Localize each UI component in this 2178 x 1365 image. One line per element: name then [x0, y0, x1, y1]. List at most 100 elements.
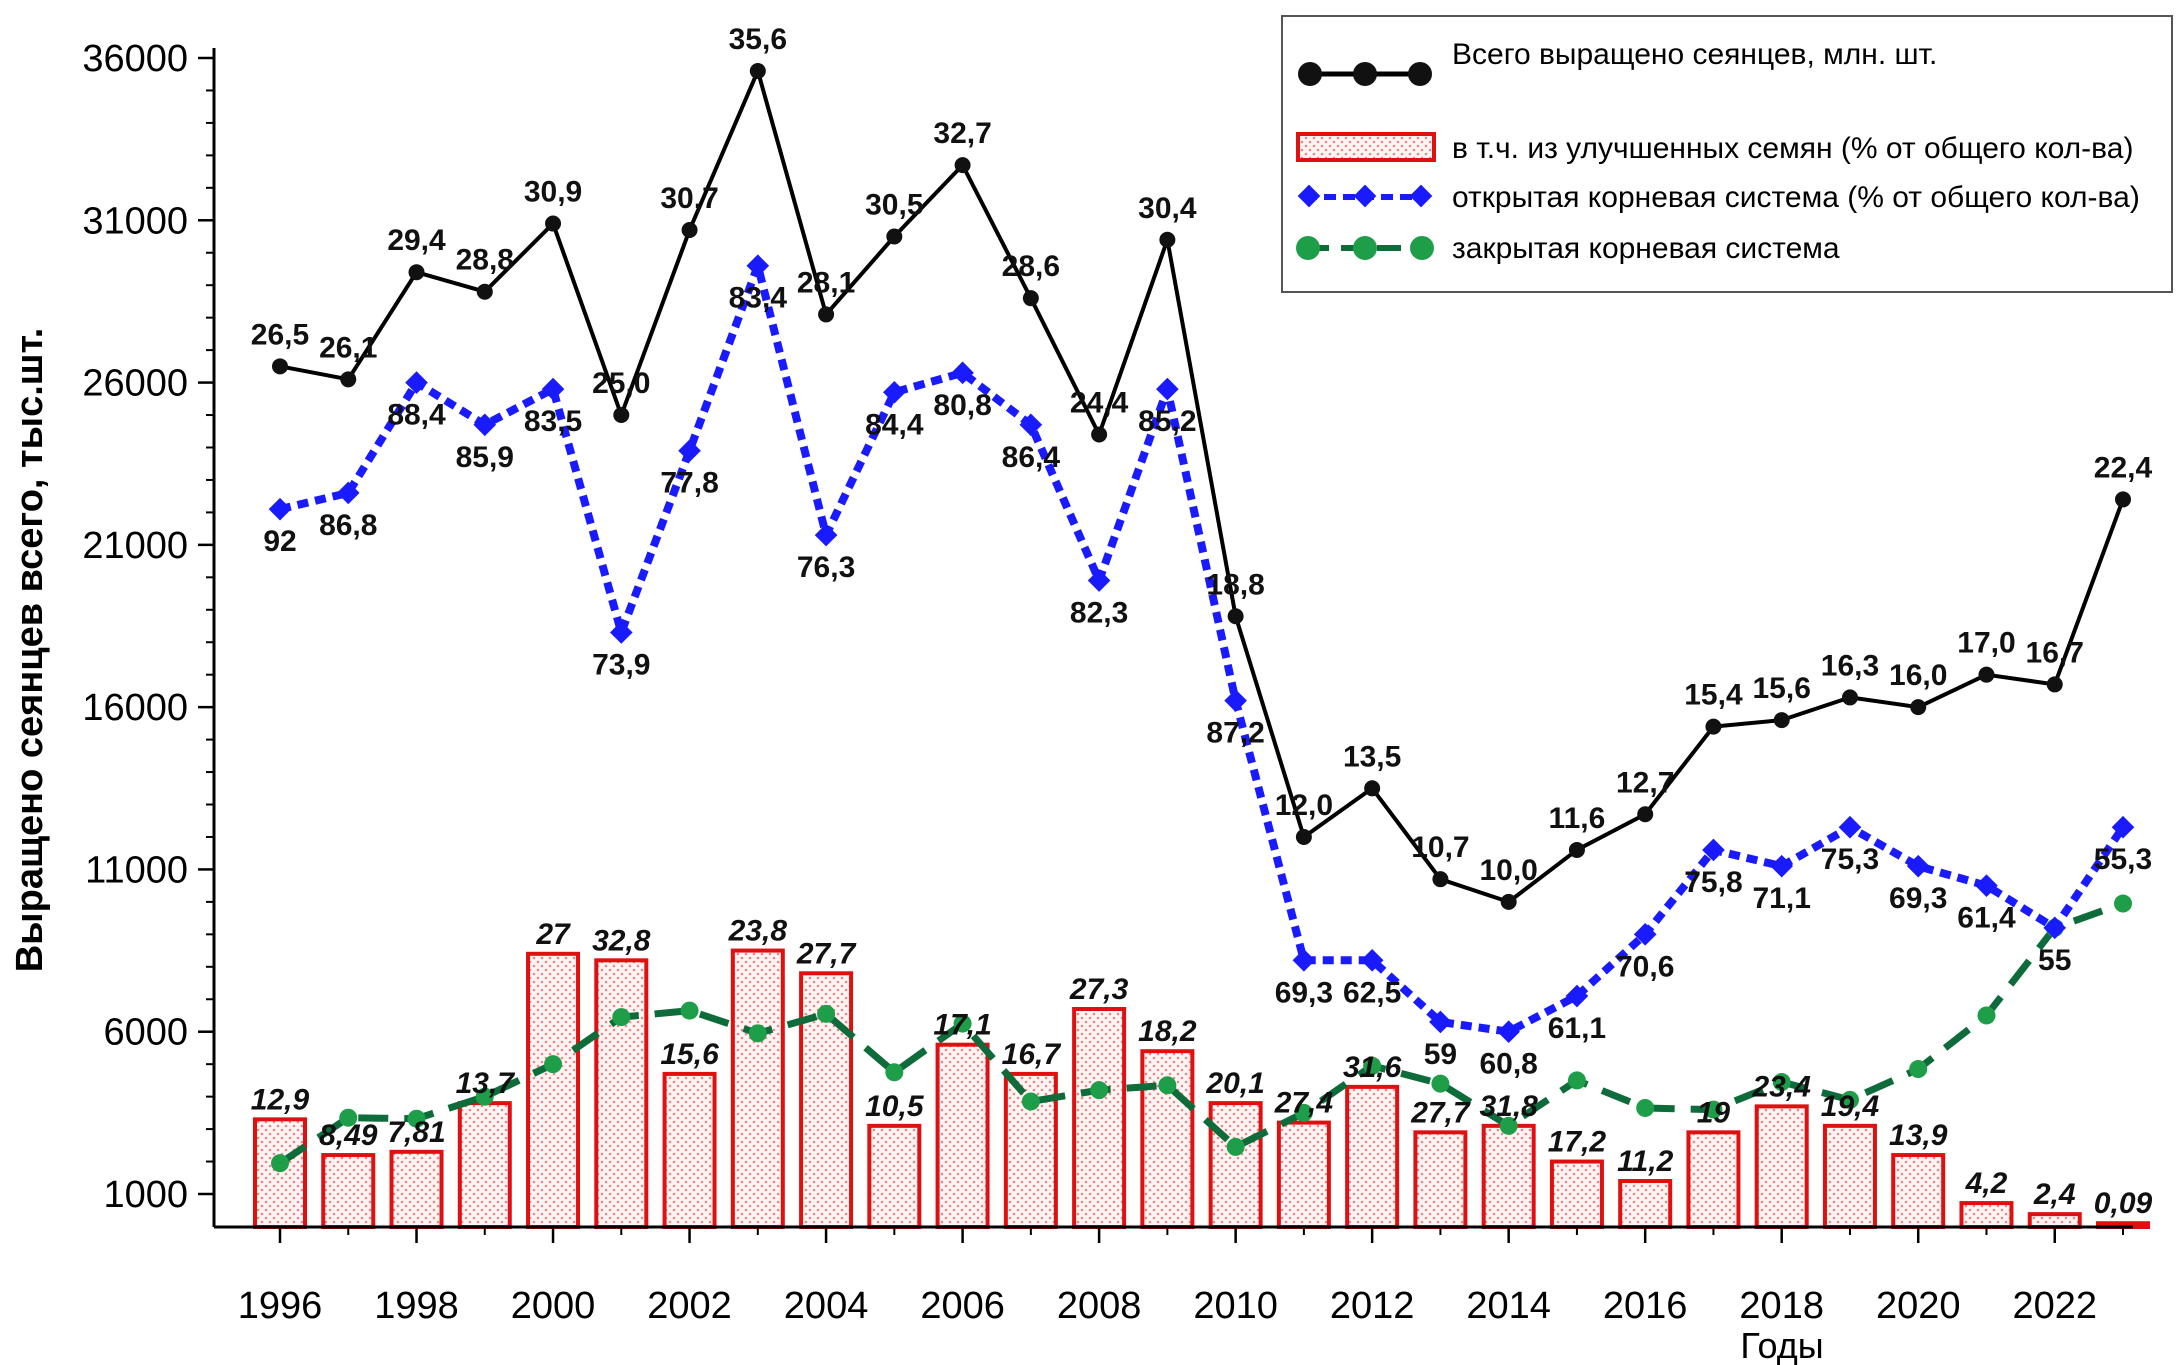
x-axis-title: Годы	[1740, 1325, 1823, 1365]
bar-label-2013: 27,7	[1410, 1096, 1471, 1129]
total-point-1999	[476, 283, 493, 300]
closed-root-point-2003	[748, 1024, 767, 1043]
bar-label-2020: 13,9	[1889, 1119, 1948, 1152]
open-root-point-2018	[1770, 854, 1794, 878]
open-root-label-2005: 84,4	[865, 408, 924, 441]
closed-root-point-2010	[1226, 1137, 1245, 1156]
y-tick-label: 26000	[82, 363, 188, 405]
open-root-point-1996	[268, 497, 292, 521]
y-tick-label: 21000	[82, 525, 188, 567]
bar-label-2018: 23,4	[1752, 1070, 1812, 1103]
total-label-2015: 11,6	[1549, 802, 1606, 835]
bar-label-2004: 27,7	[796, 937, 857, 970]
open-root-label-2004: 76,3	[797, 551, 855, 584]
closed-root-point-2016	[1636, 1098, 1655, 1117]
bar-1996	[253, 1117, 307, 1229]
open-root-point-2010	[1224, 689, 1247, 712]
total-point-2020	[1910, 699, 1927, 716]
y-tick-label: 31000	[82, 200, 188, 242]
open-root-label-2023: 55,3	[2094, 843, 2152, 876]
total-label-2012: 13,5	[1343, 740, 1401, 773]
bar-label-2019: 19,4	[1821, 1090, 1880, 1123]
bar-2016	[1618, 1179, 1673, 1229]
total-label-2018: 15,6	[1753, 672, 1811, 705]
y-tick-label: 16000	[82, 687, 188, 729]
bar-2019	[1822, 1123, 1877, 1229]
total-label-2007: 28,6	[1002, 250, 1060, 283]
closed-root-point-2018	[1772, 1073, 1791, 1092]
bar-label-2005: 10,5	[865, 1090, 925, 1123]
open-root-point-2005	[883, 380, 906, 404]
bar-2018	[1754, 1104, 1809, 1230]
closed-root-point-2011	[1294, 1103, 1313, 1122]
open-root-label-2000: 83,5	[524, 405, 582, 438]
total-label-2004: 28,1	[797, 266, 855, 299]
total-point-2012	[1364, 780, 1381, 797]
bar-label-2010: 20,1	[1205, 1067, 1264, 1100]
total-label-2019: 16,3	[1821, 649, 1879, 682]
open-root-label-2019: 75,3	[1821, 843, 1879, 876]
total-label-2008: 24,4	[1070, 387, 1129, 420]
total-label-2009: 30,4	[1138, 192, 1197, 225]
total-label-2021: 17,0	[1957, 627, 2015, 660]
open-root-point-1997	[336, 481, 360, 505]
total-point-2022	[2046, 676, 2063, 693]
closed-root-point-2012	[1363, 1056, 1382, 1075]
total-label-2013: 10,7	[1411, 831, 1469, 864]
total-point-2018	[1773, 712, 1790, 729]
open-root-point-2016	[1633, 923, 1657, 946]
bar-label-2023: 0,09	[2094, 1187, 2153, 1220]
bar-label-2012: 31,6	[1343, 1051, 1402, 1084]
legend-label-total: Всего выращено сеянцев, млн. шт.	[1452, 38, 1937, 71]
open-root-point-2022	[2043, 916, 2067, 940]
closed-root-point-2015	[1567, 1071, 1586, 1090]
x-tick-label: 2014	[1466, 1285, 1551, 1327]
open-root-label-2001: 73,9	[592, 648, 650, 681]
total-point-1996	[272, 358, 288, 375]
x-tick-label: 2000	[511, 1285, 596, 1327]
open-root-label-2020: 69,3	[1889, 882, 1947, 915]
bar-2002	[662, 1071, 717, 1229]
open-root-label-2015: 61,1	[1548, 1012, 1606, 1045]
bar-label-2002: 15,6	[660, 1038, 719, 1071]
bar-2021	[1959, 1201, 2014, 1230]
open-root-point-2003	[746, 254, 770, 278]
x-tick-label: 1998	[374, 1285, 459, 1327]
y-tick-label: 11000	[85, 849, 188, 891]
bar-2001	[594, 958, 649, 1230]
open-root-label-2014: 60,8	[1479, 1048, 1537, 1081]
open-root-label-2008: 82,3	[1070, 597, 1128, 630]
bar-1999	[457, 1101, 512, 1229]
open-root-point-2001	[609, 621, 633, 644]
bar-label-2014: 31,8	[1479, 1090, 1538, 1123]
bar-label-1998: 7,81	[387, 1116, 445, 1149]
open-root-point-2006	[951, 361, 974, 385]
bar-label-2008: 27,3	[1069, 973, 1129, 1006]
x-tick-label: 2022	[2012, 1285, 2097, 1327]
bar-2003	[730, 948, 785, 1229]
bar-label-2007: 16,7	[1002, 1038, 1062, 1071]
bar-label-2006: 17,1	[933, 1009, 991, 1042]
legend-item-total: Всего выращено сеянцев, млн. шт.	[1298, 38, 1937, 86]
bar-2013	[1413, 1130, 1468, 1229]
y-tick-label: 36000	[82, 38, 188, 80]
open-root-point-2008	[1087, 569, 1111, 592]
bar-2020	[1891, 1153, 1946, 1229]
open-root-point-2019	[1838, 815, 1862, 839]
total-label-1996: 26,5	[251, 318, 309, 351]
bar-2015	[1549, 1159, 1604, 1229]
open-root-point-2013	[1429, 1010, 1452, 1034]
bar-label-2001: 32,8	[592, 924, 651, 957]
total-label-2022: 16,7	[2026, 636, 2084, 669]
open-root-point-2007	[1019, 413, 1043, 437]
open-root-label-2016: 70,6	[1616, 950, 1674, 983]
open-root-label-2012: 62,5	[1343, 976, 1401, 1009]
x-tick-label: 2004	[784, 1285, 869, 1327]
lines-layer	[268, 62, 2135, 1173]
legend-item-improved: в т.ч. из улучшенных семян (% от общего …	[1296, 132, 2133, 165]
x-tick-label: 2010	[1193, 1285, 1278, 1327]
bar-2017	[1686, 1130, 1741, 1229]
closed-root-point-2019	[1840, 1090, 1859, 1109]
total-label-1997: 26,1	[319, 331, 377, 364]
open-root-label-2021: 61,4	[1957, 902, 2016, 935]
